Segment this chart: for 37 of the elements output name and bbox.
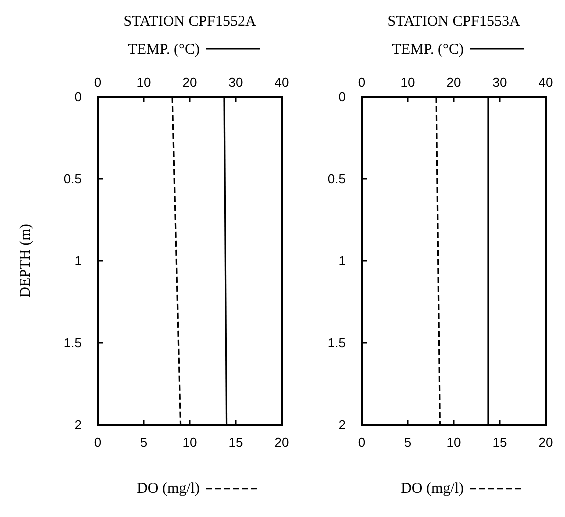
y-tick-label: 2 (338, 418, 346, 433)
x-axis-title: DO (mg/l) (137, 481, 200, 497)
y-tick-label: 1 (338, 254, 346, 269)
y-tick-label: 0.5 (328, 172, 346, 187)
x-tick-label: 5 (140, 435, 148, 450)
x2-tick-label: 30 (492, 75, 508, 90)
x-tick-label: 5 (404, 435, 412, 450)
x-tick-label: 10 (182, 435, 198, 450)
x2-tick-label: 0 (358, 75, 366, 90)
x-tick-label: 10 (446, 435, 462, 450)
x-tick-label: 0 (358, 435, 366, 450)
y-tick-label: 0 (338, 90, 346, 105)
x2-axis-title: TEMP. (°C) (128, 42, 200, 58)
x-tick-label: 20 (538, 435, 554, 450)
x-tick-label: 0 (94, 435, 102, 450)
x2-tick-label: 20 (446, 75, 462, 90)
y-tick-label: 0 (74, 90, 82, 105)
x2-tick-label: 40 (274, 75, 290, 90)
y-tick-label: 2 (74, 418, 82, 433)
y-tick-label: 1.5 (328, 336, 346, 351)
chart-title: STATION CPF1552A (124, 14, 256, 30)
x2-tick-label: 20 (182, 75, 198, 90)
y-tick-label: 1.5 (64, 336, 82, 351)
y-tick-label: 0.5 (64, 172, 82, 187)
y-axis-title: DEPTH (m) (18, 224, 34, 298)
x2-tick-label: 10 (400, 75, 416, 90)
x-tick-label: 15 (492, 435, 508, 450)
x-axis-title: DO (mg/l) (401, 481, 464, 497)
x2-tick-label: 40 (538, 75, 554, 90)
x-tick-label: 15 (228, 435, 244, 450)
y-tick-label: 1 (74, 254, 82, 269)
x2-tick-label: 10 (136, 75, 152, 90)
x2-axis-title: TEMP. (°C) (392, 42, 464, 58)
x2-tick-label: 0 (94, 75, 102, 90)
x2-tick-label: 30 (228, 75, 244, 90)
x-tick-label: 20 (274, 435, 290, 450)
chart-title: STATION CPF1553A (388, 14, 520, 30)
